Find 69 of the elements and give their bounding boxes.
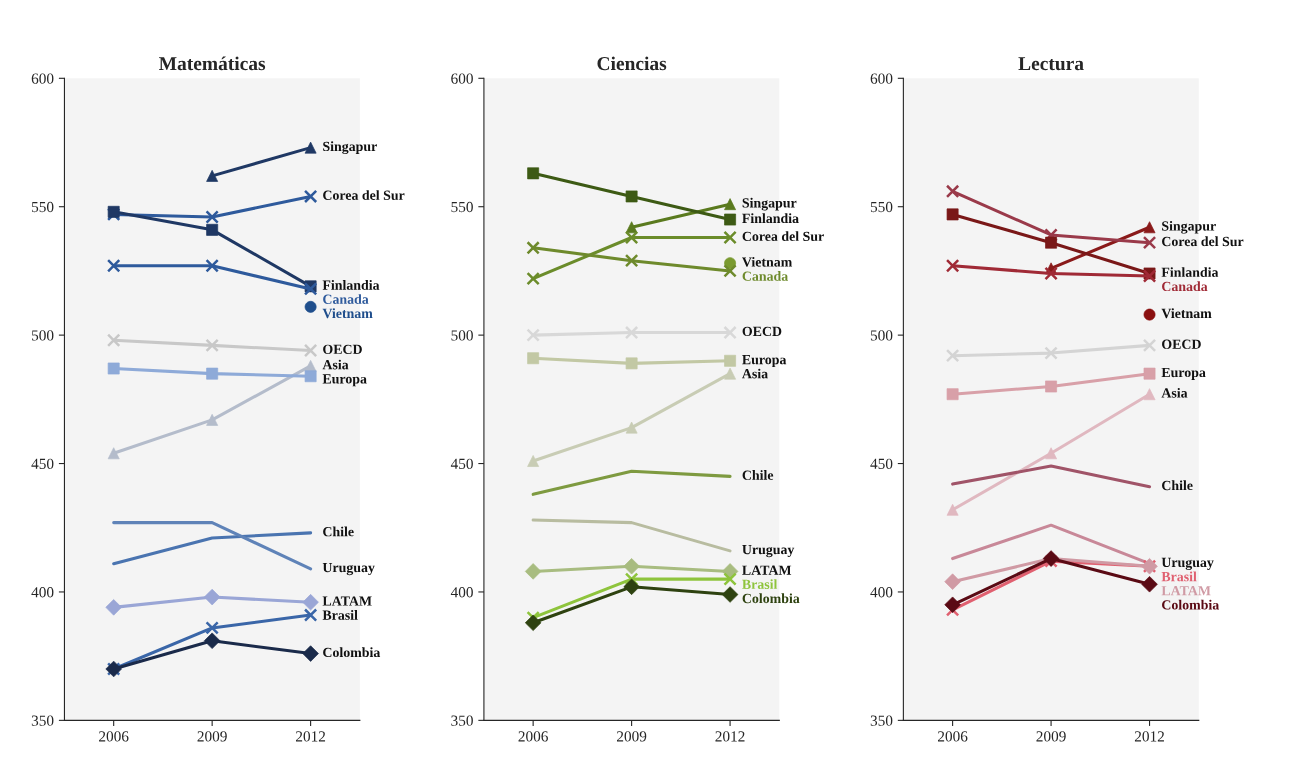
y-tick-label: 600 xyxy=(451,73,473,84)
series-label: Corea del Sur xyxy=(323,190,405,200)
series-label: OECD xyxy=(1162,339,1201,349)
series-label: Vietnam xyxy=(1161,308,1212,319)
series-label: Uruguay xyxy=(1161,557,1214,570)
series-label: Asia xyxy=(322,359,349,370)
chart-title: Lectura xyxy=(1018,57,1084,71)
series-label: Singapur xyxy=(742,197,797,211)
x-tick-label: 2012 xyxy=(715,731,745,742)
series-label: Singapur xyxy=(1162,220,1216,234)
x-tick-label: 2009 xyxy=(1036,731,1066,742)
series-label: Singapur xyxy=(323,141,377,154)
series-label: Chile xyxy=(323,526,354,537)
series-label: LATAM xyxy=(742,565,792,575)
y-tick-label: 450 xyxy=(450,458,473,469)
y-tick-label: 350 xyxy=(451,715,473,726)
x-tick-label: 2012 xyxy=(296,731,326,742)
series-label: Corea del Sur xyxy=(742,231,824,242)
series-label: Vietnam xyxy=(322,308,373,319)
series-label: Europa xyxy=(322,374,367,387)
series-label: Colombia xyxy=(742,593,800,604)
series-label: OECD xyxy=(323,344,362,355)
y-tick-label: 350 xyxy=(870,715,893,726)
series-label: Brasil xyxy=(1161,571,1197,582)
series-label: Vietnam xyxy=(742,256,793,267)
y-tick-label: 550 xyxy=(451,201,473,213)
series-label: Brasil xyxy=(322,610,358,620)
series-label: Brasil xyxy=(742,579,778,589)
y-tick-label: 600 xyxy=(31,73,54,84)
series-label: Finlandia xyxy=(1161,267,1219,277)
series-label: Finlandia xyxy=(322,280,380,290)
x-tick-label: 2006 xyxy=(518,731,548,742)
x-tick-label: 2006 xyxy=(99,731,129,742)
series-label: Canada xyxy=(323,294,369,304)
series-label: Finlandia xyxy=(742,213,799,224)
y-tick-label: 400 xyxy=(870,587,893,598)
y-tick-label: 600 xyxy=(870,73,893,84)
y-tick-label: 500 xyxy=(32,330,54,341)
series-label: LATAM xyxy=(1161,586,1211,596)
series-label: Uruguay xyxy=(742,544,795,558)
y-tick-label: 500 xyxy=(451,330,473,341)
series-label: Colombia xyxy=(1162,599,1220,610)
x-tick-label: 2009 xyxy=(197,731,227,742)
series-label: Canada xyxy=(1162,281,1208,292)
series-label: OECD xyxy=(742,326,782,337)
chart-title: Matemáticas xyxy=(159,56,266,71)
x-tick-label: 2006 xyxy=(938,731,968,742)
x-tick-label: 2012 xyxy=(1134,731,1164,742)
series-label: Colombia xyxy=(323,647,381,658)
series-label: Asia xyxy=(1161,387,1188,398)
chart-title: Ciencias xyxy=(597,56,667,71)
y-tick-label: 450 xyxy=(870,458,893,469)
y-tick-label: 500 xyxy=(870,330,893,341)
y-tick-label: 400 xyxy=(31,587,54,598)
series-label: Chile xyxy=(1162,480,1193,491)
y-tick-label: 450 xyxy=(31,458,54,469)
y-tick-label: 350 xyxy=(31,715,54,726)
series-label: Canada xyxy=(742,271,788,281)
series-label: Uruguay xyxy=(322,562,375,576)
series-label: Europa xyxy=(742,355,787,368)
x-tick-label: 2009 xyxy=(617,731,647,742)
y-tick-label: 400 xyxy=(450,587,473,598)
y-tick-label: 550 xyxy=(32,201,54,213)
series-label: Chile xyxy=(742,470,774,480)
series-label: Asia xyxy=(742,368,768,379)
series-label: LATAM xyxy=(322,596,372,606)
series-label: Europa xyxy=(1161,367,1206,380)
series-label: Corea del Sur xyxy=(1162,236,1244,247)
y-tick-label: 550 xyxy=(870,201,893,213)
